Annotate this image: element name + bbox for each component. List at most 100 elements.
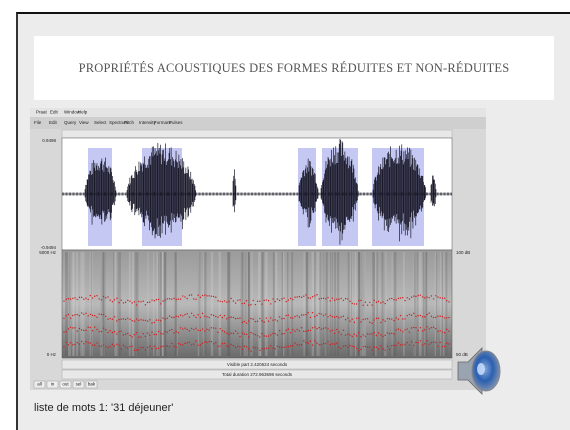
formant-dot	[98, 298, 100, 300]
wave-line	[406, 154, 407, 230]
wave-line	[299, 182, 301, 202]
wave-line	[412, 158, 414, 229]
spectro-streak	[274, 252, 278, 356]
formant-dot	[364, 301, 367, 303]
formant-dot	[371, 349, 373, 351]
wave-line	[310, 166, 312, 221]
wave-noise	[196, 192, 197, 196]
formant-dot	[193, 298, 195, 300]
wave-line	[355, 177, 356, 211]
wave-line	[381, 168, 382, 212]
formant-dot	[369, 346, 371, 348]
formant-dot	[245, 300, 248, 302]
formant-dot	[415, 327, 417, 329]
wave-noise	[224, 192, 225, 196]
wave-line	[374, 177, 376, 209]
wave-line	[188, 169, 189, 216]
formant-dot	[219, 314, 221, 317]
formant-dot	[190, 294, 193, 296]
formant-dot	[353, 346, 356, 348]
formant-dot	[102, 344, 105, 346]
spectro-streak	[303, 252, 305, 356]
formant-dot	[430, 315, 433, 318]
spectro-streak	[69, 252, 71, 356]
wave-line	[395, 149, 397, 224]
formant-dot	[175, 315, 177, 317]
wave-line	[144, 164, 146, 216]
formant-dot	[294, 296, 296, 298]
formant-dot	[289, 345, 292, 347]
wave-line	[393, 162, 395, 215]
spectro-streak	[440, 252, 442, 356]
formant-dot	[91, 297, 94, 299]
formant-dot	[168, 346, 171, 348]
formant-dot	[395, 299, 397, 301]
formant-dot	[89, 342, 92, 344]
formant-dot	[259, 349, 261, 352]
formant-dot	[206, 295, 208, 297]
wave-line	[401, 144, 403, 235]
formant-dot	[239, 335, 241, 338]
formant-dot	[437, 315, 439, 317]
formant-dot	[358, 317, 360, 319]
formant-dot	[138, 349, 140, 351]
formant-dot	[439, 341, 441, 344]
formant-dot	[267, 320, 270, 322]
formant-dot	[331, 329, 334, 331]
wave-noise	[262, 192, 263, 196]
formant-dot	[105, 297, 107, 299]
speaker-icon[interactable]	[457, 347, 501, 395]
formant-dot	[331, 315, 334, 318]
wave-line	[325, 161, 327, 223]
button	[85, 380, 98, 389]
spectro-streak	[82, 252, 85, 356]
formant-dot	[186, 297, 188, 300]
formant-dot	[432, 341, 435, 343]
wave-noise	[276, 192, 277, 196]
wave-noise	[294, 192, 295, 196]
wave-noise	[150, 192, 151, 196]
wave-noise	[291, 192, 293, 196]
wave-line	[170, 147, 172, 233]
formant-dot	[94, 315, 96, 317]
formant-dot	[164, 318, 166, 320]
wave-line	[159, 153, 161, 226]
wave-line	[115, 190, 117, 197]
wave-noise	[193, 192, 195, 196]
spectro-streak	[116, 252, 118, 356]
formant-dot	[80, 296, 83, 299]
wave-line	[396, 163, 398, 214]
formant-dot	[197, 294, 199, 296]
spectro-streak	[247, 252, 250, 356]
formant-dot	[127, 347, 129, 349]
spectro-streak	[373, 252, 376, 356]
formant-dot	[329, 343, 331, 346]
spectro-streak	[249, 252, 250, 356]
formant-dot	[250, 350, 252, 352]
wave-noise	[347, 192, 349, 196]
formant-dot	[140, 336, 142, 338]
wave-noise	[258, 192, 259, 196]
wave-line	[150, 164, 152, 223]
wave-line	[189, 179, 191, 208]
formant-dot	[91, 314, 94, 317]
formant-dot	[421, 330, 424, 332]
wave-line	[107, 168, 108, 214]
spectro-streak	[102, 252, 105, 356]
wave-noise	[211, 192, 213, 196]
spectro-streak	[424, 252, 428, 356]
formant-dot	[276, 320, 279, 322]
spectro-streak	[423, 252, 426, 356]
formant-dot	[340, 347, 342, 350]
wave-line	[338, 152, 339, 231]
formant-dot	[386, 332, 389, 334]
wave-line	[233, 175, 235, 206]
formant-dot	[135, 349, 138, 351]
formant-dot	[173, 316, 175, 319]
wave-noise	[431, 192, 433, 196]
wave-line	[109, 167, 111, 221]
formant-dot	[155, 299, 158, 301]
wave-noise	[253, 192, 255, 196]
wave-max: 0.9498	[42, 138, 56, 143]
wave-line	[331, 149, 332, 233]
